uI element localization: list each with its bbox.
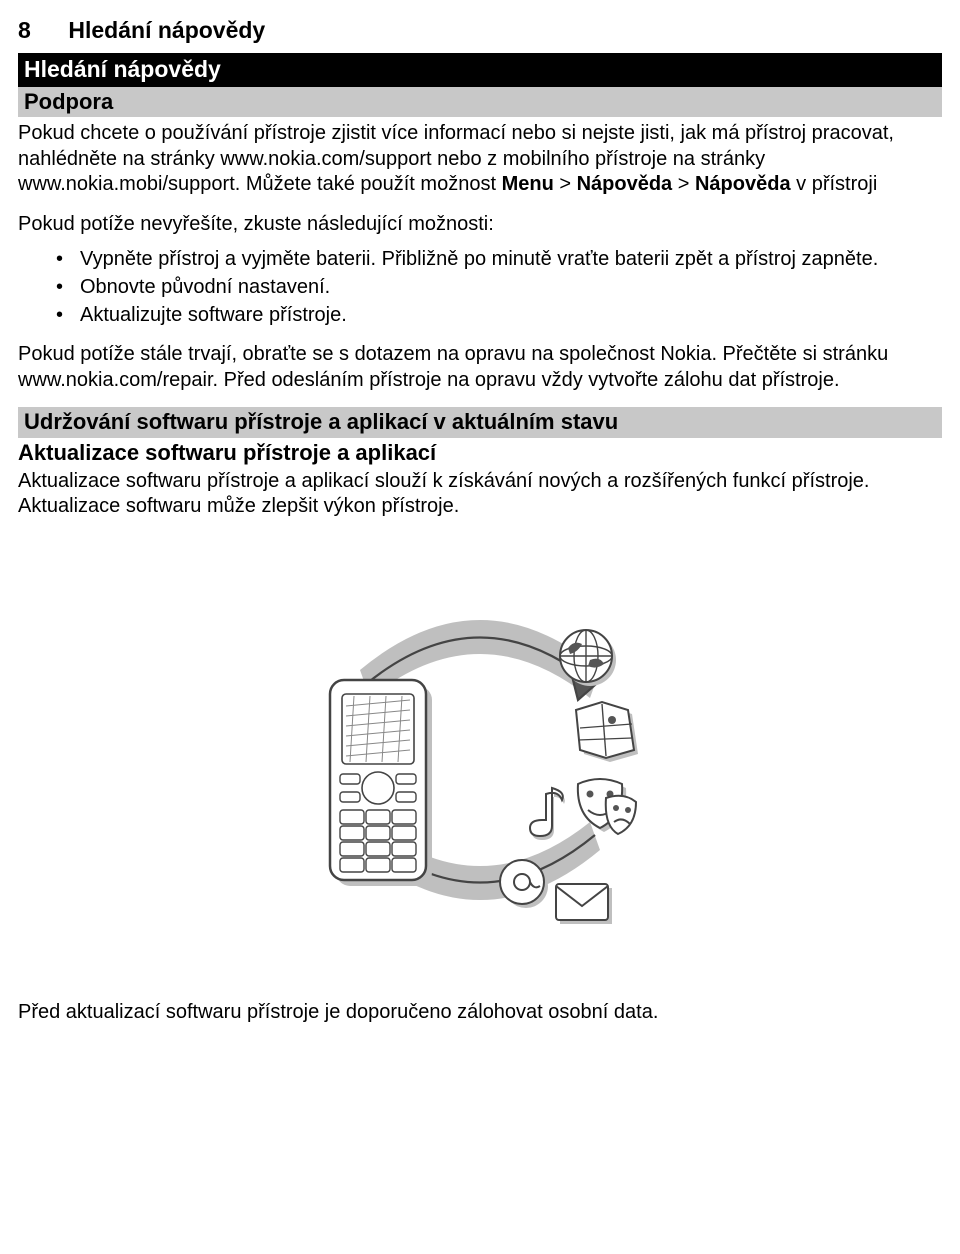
- support-heading: Podpora: [24, 89, 113, 114]
- update-heading-bar: Udržování softwaru přístroje a aplikací …: [18, 407, 942, 437]
- page-header: 8 Hledání nápovědy: [18, 16, 942, 45]
- menu-path-sep2: >: [672, 173, 695, 195]
- list-item: Vypněte přístroj a vyjměte baterii. Přib…: [56, 247, 942, 273]
- troubleshoot-intro: Pokud potíže nevyřešíte, zkuste následuj…: [18, 212, 942, 238]
- map-icon: [576, 702, 638, 762]
- update-illustration-wrap: [18, 550, 942, 970]
- phone-icon: [330, 680, 432, 886]
- support-outro: Pokud potíže stále trvají, obraťte se s …: [18, 342, 942, 393]
- menu-path-napoveda2: Nápověda: [695, 173, 791, 195]
- menu-path-sep1: >: [554, 173, 577, 195]
- support-intro: Pokud chcete o používání přístroje zjist…: [18, 121, 942, 198]
- update-cycle-illustration: [270, 550, 690, 970]
- update-heading: Udržování softwaru přístroje a aplikací …: [24, 409, 618, 434]
- section-title-bar: Hledání nápovědy: [18, 53, 942, 86]
- page-number: 8: [18, 16, 62, 45]
- menu-path-napoveda1: Nápověda: [577, 173, 673, 195]
- support-heading-bar: Podpora: [18, 87, 942, 117]
- update-footer: Před aktualizací softwaru přístroje je d…: [18, 1000, 942, 1026]
- music-note-icon: [530, 788, 565, 840]
- list-item: Obnovte původní nastavení.: [56, 275, 942, 301]
- envelope-icon: [556, 884, 612, 924]
- section-title: Hledání nápovědy: [24, 56, 221, 82]
- menu-path-menu: Menu: [502, 173, 554, 195]
- running-title: Hledání nápovědy: [68, 17, 265, 43]
- update-body: Aktualizace softwaru přístroje a aplikac…: [18, 469, 942, 520]
- troubleshoot-list: Vypněte přístroj a vyjměte baterii. Přib…: [56, 247, 942, 328]
- menu-path-tail: v přístroji: [791, 173, 878, 195]
- update-subheading: Aktualizace softwaru přístroje a aplikac…: [18, 439, 942, 467]
- list-item: Aktualizujte software přístroje.: [56, 303, 942, 329]
